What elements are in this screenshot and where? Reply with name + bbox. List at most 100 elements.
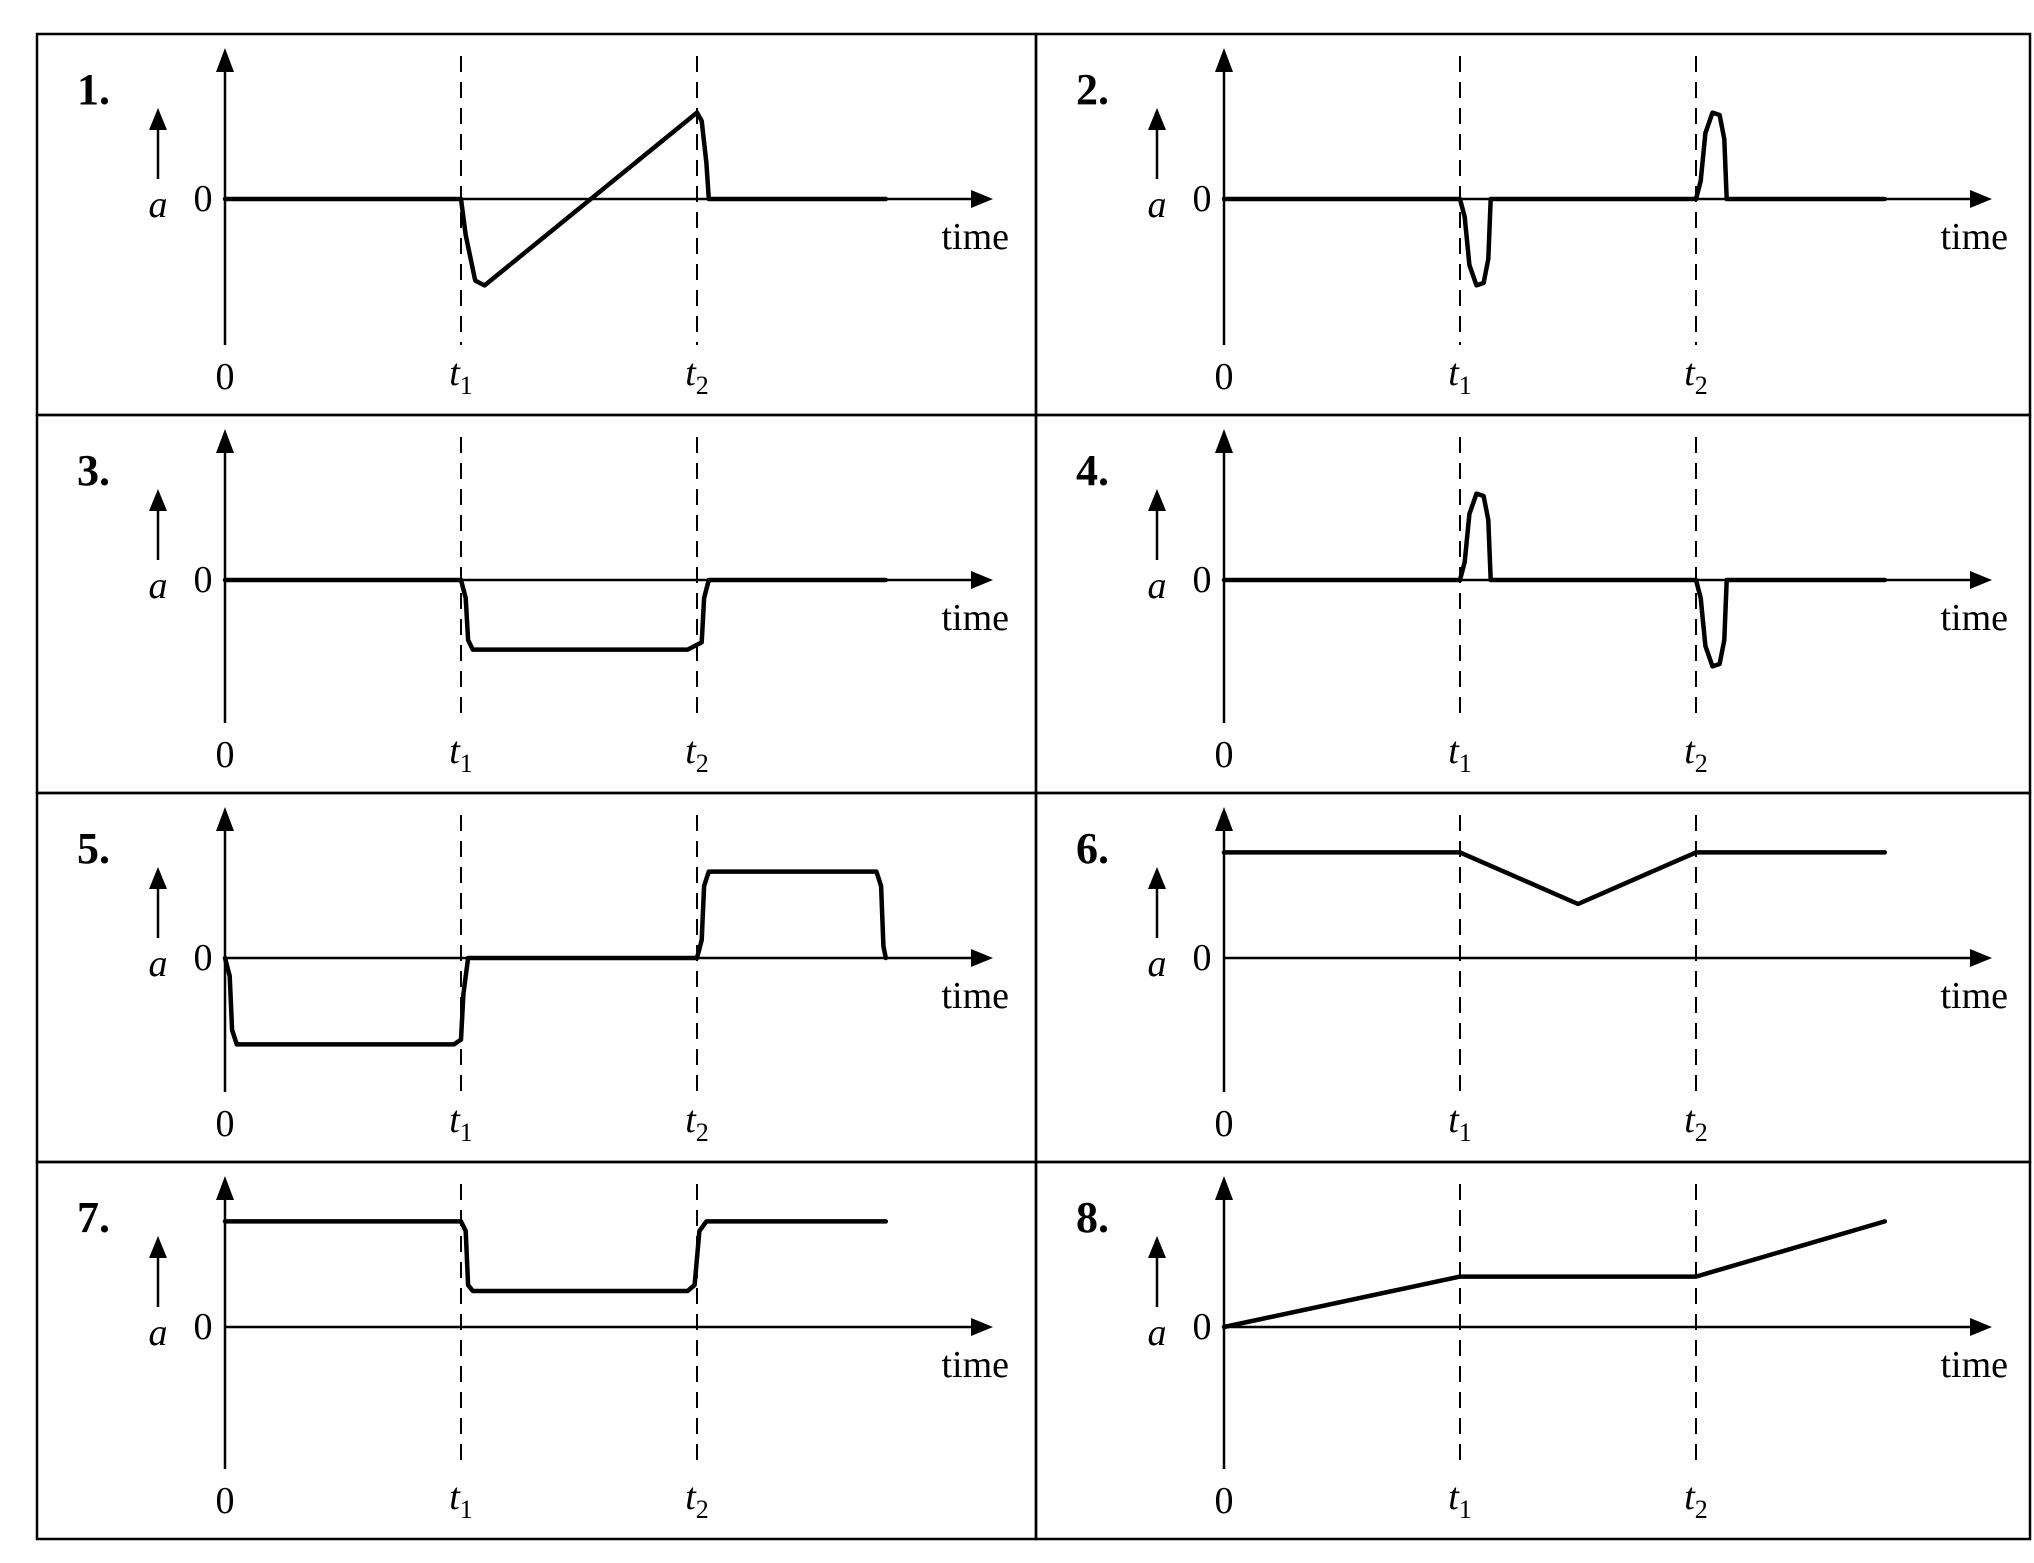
time-label: time	[1940, 1344, 2008, 1386]
time-axis-arrow-icon	[1970, 1318, 1992, 1336]
zero-label: 0	[1193, 178, 1212, 220]
acceleration-curve	[1221, 1219, 1888, 1330]
vertical-axis-arrow-icon	[1215, 429, 1233, 453]
a-axis-label: a	[149, 565, 168, 607]
panel-border	[35, 413, 1038, 795]
time-axis-arrow-icon	[1970, 949, 1992, 967]
t2-tick-label: t2	[685, 1476, 709, 1524]
origin-tick-label: 0	[216, 1480, 235, 1522]
origin-tick-label: 0	[1215, 1480, 1234, 1522]
panel-number: 7.	[77, 1193, 110, 1242]
origin-tick-label: 0	[1215, 356, 1234, 398]
panel-number: 6.	[1076, 824, 1109, 873]
zero-label: 0	[1193, 1306, 1212, 1348]
origin-tick-label: 0	[216, 734, 235, 776]
acceleration-curve	[1221, 110, 1888, 288]
vertical-axis-arrow-icon	[216, 1176, 234, 1200]
zero-label: 0	[1193, 937, 1212, 979]
panel-number: 4.	[1076, 446, 1109, 495]
panel-border	[35, 1160, 1038, 1541]
time-axis-arrow-icon	[971, 571, 993, 589]
vertical-axis-arrow-icon	[1215, 1176, 1233, 1200]
a-axis-label: a	[149, 1312, 168, 1354]
a-axis-label: a	[1148, 565, 1167, 607]
a-arrow-head-icon	[149, 1236, 167, 1258]
time-label: time	[1940, 216, 2008, 258]
origin-tick-label: 0	[1215, 1103, 1234, 1145]
acceleration-curve	[222, 869, 889, 1047]
origin-tick-label: 0	[216, 1103, 235, 1145]
time-axis-arrow-icon	[971, 949, 993, 967]
t1-tick-label: t1	[1448, 1476, 1472, 1524]
acceleration-curve	[222, 577, 889, 652]
vertical-axis-arrow-icon	[216, 48, 234, 72]
zero-label: 0	[194, 178, 213, 220]
vertical-axis-arrow-icon	[1215, 48, 1233, 72]
time-label: time	[1940, 975, 2008, 1017]
t1-tick-label: t1	[1448, 730, 1472, 778]
panel-border	[35, 32, 1038, 417]
panel-number: 2.	[1076, 65, 1109, 114]
t2-tick-label: t2	[685, 1099, 709, 1147]
acceleration-curve	[1221, 850, 1888, 907]
t1-tick-label: t1	[449, 352, 473, 400]
zero-label: 0	[1193, 559, 1212, 601]
acceleration-curve	[222, 1219, 889, 1294]
time-label: time	[941, 975, 1009, 1017]
origin-tick-label: 0	[216, 356, 235, 398]
a-axis-label: a	[149, 943, 168, 985]
panel-border	[1034, 32, 2032, 417]
t2-tick-label: t2	[1684, 1099, 1708, 1147]
panel-number: 5.	[77, 824, 110, 873]
a-arrow-head-icon	[149, 867, 167, 889]
a-arrow-head-icon	[149, 108, 167, 130]
zero-label: 0	[194, 559, 213, 601]
a-arrow-head-icon	[1148, 489, 1166, 511]
t1-tick-label: t1	[449, 1099, 473, 1147]
panel-border	[1034, 413, 2032, 795]
zero-label: 0	[194, 1306, 213, 1348]
t2-tick-label: t2	[1684, 352, 1708, 400]
time-axis-arrow-icon	[971, 1318, 993, 1336]
time-label: time	[941, 597, 1009, 639]
t2-tick-label: t2	[685, 730, 709, 778]
acceleration-curve	[222, 110, 889, 288]
time-axis-arrow-icon	[971, 190, 993, 208]
acceleration-curve	[1221, 491, 1888, 669]
panel-border	[1034, 1160, 2032, 1541]
time-axis-arrow-icon	[1970, 190, 1992, 208]
t1-tick-label: t1	[449, 1476, 473, 1524]
time-label: time	[941, 1344, 1009, 1386]
panel-number: 8.	[1076, 1193, 1109, 1242]
time-label: time	[1940, 597, 2008, 639]
origin-tick-label: 0	[1215, 734, 1234, 776]
a-arrow-head-icon	[1148, 867, 1166, 889]
vertical-axis-arrow-icon	[1215, 807, 1233, 831]
a-arrow-head-icon	[1148, 108, 1166, 130]
panel-border	[35, 791, 1038, 1164]
t2-tick-label: t2	[1684, 730, 1708, 778]
a-arrow-head-icon	[149, 489, 167, 511]
a-axis-label: a	[1148, 184, 1167, 226]
zero-label: 0	[194, 937, 213, 979]
panel-border	[1034, 791, 2032, 1164]
a-arrow-head-icon	[1148, 1236, 1166, 1258]
a-axis-label: a	[1148, 1312, 1167, 1354]
t2-tick-label: t2	[685, 352, 709, 400]
panel-number: 1.	[77, 65, 110, 114]
vertical-axis-arrow-icon	[216, 429, 234, 453]
a-axis-label: a	[1148, 943, 1167, 985]
a-axis-label: a	[149, 184, 168, 226]
vertical-axis-arrow-icon	[216, 807, 234, 831]
t1-tick-label: t1	[1448, 352, 1472, 400]
t1-tick-label: t1	[1448, 1099, 1472, 1147]
